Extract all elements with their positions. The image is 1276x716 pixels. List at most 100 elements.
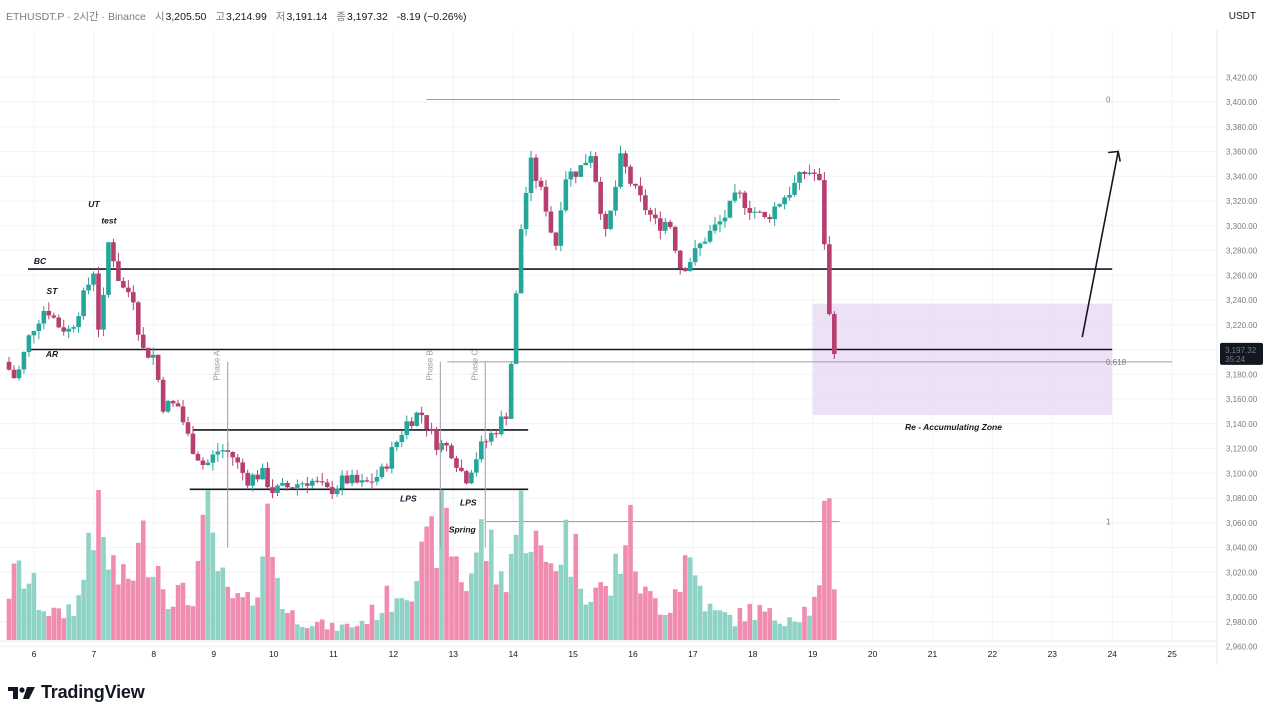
candle-body (827, 244, 832, 315)
candle-body (618, 153, 623, 187)
candle-body (648, 210, 653, 215)
open-value: 3,205.50 (165, 11, 207, 23)
projection-arrow-line (1081, 151, 1119, 338)
time-tick-label: 24 (1107, 649, 1117, 659)
candle-body (170, 400, 176, 404)
candle-body (101, 294, 106, 330)
candle-body (434, 429, 439, 450)
volume-bar (185, 605, 191, 640)
volume-bar (588, 601, 594, 640)
candle-body (752, 211, 758, 213)
candle-body (339, 475, 345, 489)
candle-body (429, 429, 434, 431)
volume-bar (449, 556, 454, 640)
volume-bar (613, 553, 618, 640)
candle-body (215, 451, 221, 455)
volume-bar (598, 582, 603, 640)
change-value: -8.19 (−0.26%) (396, 11, 467, 23)
candle-body (140, 334, 146, 348)
volume-bar (563, 519, 569, 640)
volume-bar (812, 596, 817, 640)
currency-label[interactable]: USDT (1228, 11, 1256, 22)
candle-body (334, 488, 340, 495)
candle-body (772, 206, 777, 220)
time-tick-label: 21 (928, 649, 938, 659)
time-tick-label: 22 (988, 649, 998, 659)
volume-bar (275, 577, 280, 640)
volume-bar (175, 584, 181, 640)
volume-bar (145, 577, 151, 640)
candle-body (190, 433, 196, 454)
candle-body (538, 180, 544, 187)
candle-body (503, 416, 509, 419)
candle-body (474, 459, 479, 473)
volume-bar (807, 615, 812, 640)
volume-bar (817, 585, 822, 640)
time-axis: 6 7 8 9 10 11 12 13 14 15 16 17 18 19 20 21 22 23 24 25 (0, 640, 1217, 659)
volume-bar (658, 614, 663, 640)
candle-body (667, 221, 673, 228)
candle-body (498, 416, 504, 435)
candle-body (603, 213, 608, 230)
volume-bar (210, 532, 216, 640)
candle-body (240, 462, 245, 473)
candle-body (394, 441, 400, 448)
candle-body (230, 452, 236, 458)
volume-bar (369, 604, 375, 640)
candle-body (439, 442, 444, 450)
candle-body (658, 218, 663, 231)
candle-body (608, 210, 613, 230)
volume-bar (498, 571, 504, 640)
candle-body (155, 354, 161, 380)
volume-bar (195, 561, 201, 640)
volume-bar (106, 569, 111, 640)
volume-bar (707, 603, 713, 640)
candle-body (220, 450, 226, 452)
volume-bar (31, 572, 37, 640)
candle-body (324, 482, 330, 488)
tradingview-logo[interactable]: TradingView (7, 682, 145, 703)
candle-body (633, 183, 638, 186)
volume-bar (76, 595, 81, 640)
time-tick-label: 14 (508, 649, 518, 659)
candle-body (777, 204, 782, 207)
high-label: 고 (215, 11, 225, 23)
candle-body (319, 481, 325, 483)
volume-bar (533, 530, 539, 640)
volume-bar (543, 561, 549, 640)
volume-bar (220, 567, 226, 640)
volume-bar (389, 611, 395, 640)
price-tick-label: 3,340.00 (1226, 172, 1258, 181)
candle-body (76, 316, 81, 328)
price-tick-label: 3,140.00 (1226, 420, 1258, 429)
price-tick-label: 3,320.00 (1226, 197, 1258, 206)
candle-body (135, 302, 141, 335)
open-label: 시 (154, 11, 165, 23)
volume-bar (116, 584, 121, 640)
volume-bar (150, 576, 156, 640)
price-tick-label: 3,420.00 (1226, 73, 1258, 82)
candle-body (369, 481, 375, 483)
candle-body (26, 335, 32, 352)
candle-body (295, 484, 300, 488)
volume-bar (91, 550, 96, 640)
candle-body (454, 458, 459, 468)
candle-body (807, 172, 812, 175)
phase-label: Phase A (213, 350, 222, 380)
candle-body (792, 182, 797, 195)
symbol-label[interactable]: ETHUSDT.P · 2시간 · Binance (6, 11, 146, 23)
volume-bar (36, 610, 42, 640)
volume-bar (414, 581, 420, 640)
volume-bar (51, 607, 57, 640)
volume-bar (464, 591, 469, 640)
candle-body (613, 186, 618, 211)
volume-bar (339, 624, 345, 640)
candle-body (41, 310, 47, 324)
candle-body (543, 186, 549, 212)
candle-body (270, 487, 275, 494)
volume-bar (573, 533, 579, 640)
volume-bar (155, 565, 161, 640)
candle-body (802, 171, 807, 175)
volume-bar (444, 507, 449, 640)
